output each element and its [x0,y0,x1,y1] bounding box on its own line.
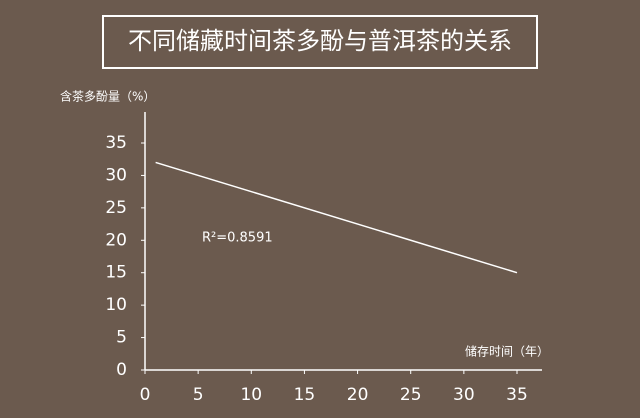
y-tick-label: 10 [105,295,127,315]
trend-line [155,161,518,274]
chart-title: 不同储藏时间茶多酚与普洱茶的关系 [128,27,512,55]
y-axis-label: 含茶多酚量（%） [60,89,155,104]
x-tick-label: 30 [453,385,475,405]
y-tick-label: 5 [116,328,127,348]
x-tick-label: 15 [294,385,316,405]
title-box [102,15,538,69]
x-tick-label: 35 [506,385,528,405]
x-tick-label: 25 [400,385,422,405]
x-tick-label: 10 [240,385,262,405]
y-tick-label: 20 [105,230,127,250]
x-axis-label: 储存时间（年） [465,344,549,359]
y-tick-label: 15 [105,263,127,283]
y-tick-label: 35 [105,133,127,153]
y-tick-label: 25 [105,198,127,218]
x-tick-label: 5 [193,385,204,405]
x-tick-label: 20 [347,385,369,405]
annotation: R²=0.8591 [202,231,273,246]
y-tick-label: 0 [116,360,127,380]
y-tick-label: 30 [105,165,127,185]
x-tick-label: 0 [140,385,151,405]
